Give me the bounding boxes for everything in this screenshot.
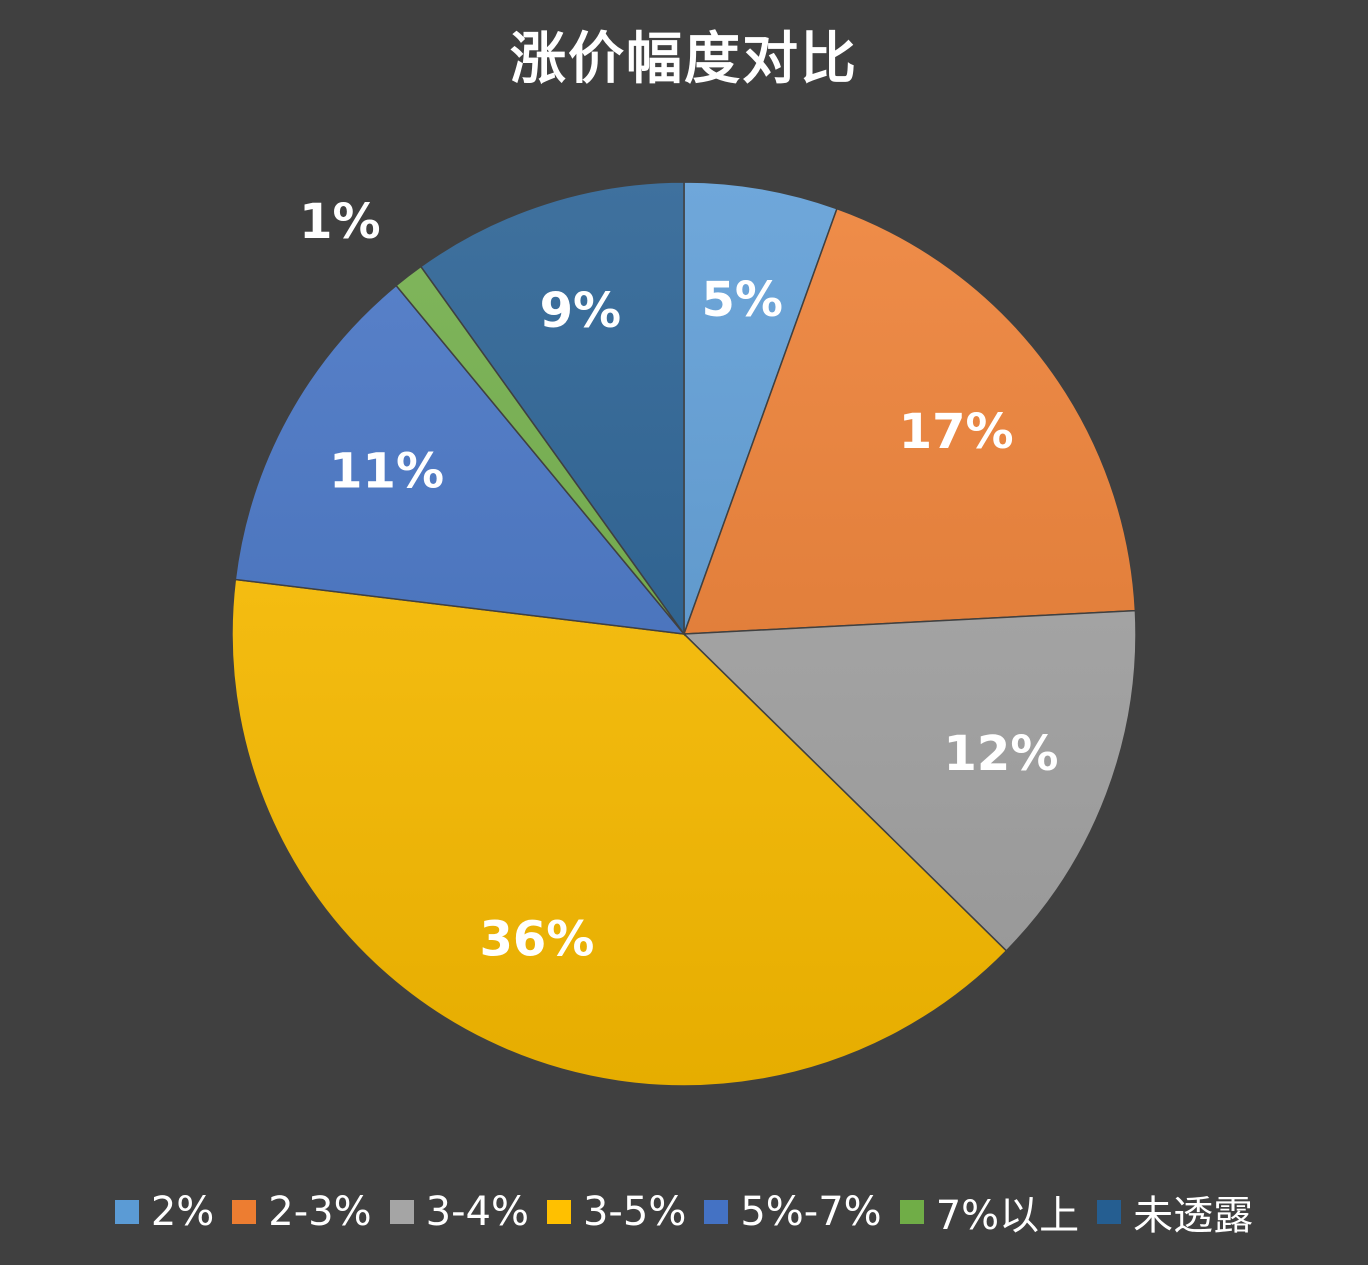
legend-swatch bbox=[704, 1200, 729, 1224]
slice-value-label: 17% bbox=[899, 404, 1014, 460]
legend-item: 3-4% bbox=[389, 1189, 529, 1235]
legend-swatch bbox=[114, 1200, 139, 1224]
legend-swatch bbox=[546, 1200, 571, 1224]
legend-item: 2% bbox=[114, 1189, 215, 1235]
legend: 2% 2-3% 3-4% 3-5% 5%-7% 7%以上 未透露 bbox=[0, 1183, 1368, 1241]
legend-label: 2% bbox=[150, 1189, 215, 1235]
slice-value-label: 11% bbox=[329, 443, 444, 499]
legend-label: 2-3% bbox=[268, 1189, 372, 1235]
legend-item: 7%以上 bbox=[899, 1183, 1080, 1241]
pie-slice-category-6 bbox=[419, 181, 685, 637]
pie-slices bbox=[231, 181, 1137, 1087]
pie-slice-3-4pct bbox=[682, 609, 1137, 952]
legend-swatch bbox=[1097, 1200, 1122, 1224]
pie-slice-2-3pct bbox=[682, 207, 1137, 635]
legend-item: 未透露 bbox=[1097, 1183, 1253, 1241]
slice-value-label: 5% bbox=[701, 272, 783, 328]
legend-label: 3-5% bbox=[582, 1189, 687, 1235]
legend-item: 2-3% bbox=[232, 1189, 372, 1235]
legend-swatch bbox=[389, 1200, 414, 1224]
pie-labels: 5% 17% 12% 36% 11% 1% 9% bbox=[299, 194, 1058, 967]
slice-value-label: 36% bbox=[479, 911, 594, 967]
legend-swatch bbox=[899, 1200, 924, 1224]
slice-value-label: 12% bbox=[944, 726, 1059, 782]
pie-slice-5pct-7pct bbox=[234, 284, 686, 635]
slice-value-label: 9% bbox=[540, 283, 622, 339]
pie-chart: 5% 17% 12% 36% 11% 1% 9% bbox=[231, 181, 1137, 1087]
pie-slice-2pct bbox=[683, 181, 838, 635]
legend-label: 未透露 bbox=[1133, 1193, 1254, 1239]
slice-value-label: 1% bbox=[299, 194, 381, 250]
legend-item: 3-5% bbox=[546, 1189, 687, 1235]
legend-item: 5%-7% bbox=[704, 1189, 882, 1235]
legend-label: 5%-7% bbox=[740, 1189, 882, 1235]
chart-title: 涨价幅度对比 bbox=[510, 27, 858, 92]
legend-swatch bbox=[232, 1200, 257, 1224]
pie-slice-3-5pct bbox=[231, 578, 1008, 1087]
legend-label: 7%以上 bbox=[935, 1193, 1080, 1239]
legend-label: 3-4% bbox=[425, 1189, 529, 1235]
